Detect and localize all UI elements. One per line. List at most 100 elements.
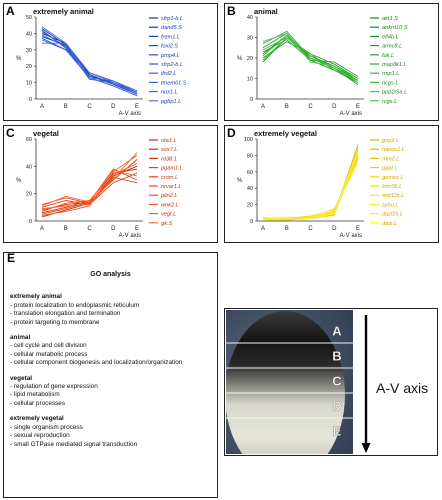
x-axis-label: A-V axis [340, 233, 362, 239]
y-tick-label: 60 [247, 170, 253, 176]
legend-entry: sfrp2-b.L [161, 62, 183, 68]
slice-label: E [333, 424, 342, 439]
go-section-heading: animal [10, 334, 31, 342]
go-term: - protein targeting to membrane [10, 318, 100, 326]
x-tick-label: B [64, 104, 68, 110]
legend-entry: pmp4.L [160, 53, 180, 59]
x-tick-label: A [40, 226, 44, 232]
legend-entry: crom.L [161, 175, 178, 181]
legend-entry: sybu.L [382, 202, 398, 208]
go-term: - translation elongation and termination [10, 310, 121, 318]
y-tick-label: 20 [247, 203, 253, 209]
x-axis-label: A-V axis [119, 111, 141, 117]
av-axis-label: A-V axis [376, 380, 428, 396]
go-sections: extremely animal - protein localization t… [10, 293, 211, 449]
legend-entry: pgat.L [381, 166, 398, 172]
series-line [41, 159, 138, 211]
go-term: - sexual reproduction [10, 432, 70, 440]
legend-entry: rd38.1 [161, 156, 177, 162]
chart-title: vegetal [33, 129, 59, 138]
legend-entry: wnk2.L [161, 202, 179, 208]
y-tick-label: 40 [26, 164, 32, 170]
series-line [262, 148, 359, 221]
go-term: - small GTPase mediated signal transduct… [10, 440, 138, 448]
legend-entry: ankrd10.S [382, 25, 408, 31]
arrow-head-icon [361, 443, 371, 453]
x-tick-label: E [135, 104, 139, 110]
go-term: - cellular component biogenesis and loca… [10, 359, 183, 367]
panel-label: B [227, 4, 236, 18]
legend-entry: fuk.L [382, 53, 394, 59]
go-term: - protein localization to endoplasmic re… [10, 301, 140, 309]
y-tick-label: 40 [26, 31, 32, 37]
legend-entry: nox1.L [161, 90, 178, 96]
x-tick-label: E [135, 226, 139, 232]
go-section-heading: extremely vegetal [10, 415, 64, 423]
legend-entry: pgam1.L [160, 166, 183, 172]
chart-title: extremely vegetal [254, 129, 317, 138]
panel-label: C [6, 126, 15, 140]
legend-entry: rcgs.L [382, 99, 397, 105]
legend-entry: nanos1.L [382, 147, 405, 153]
legend-entry: gk.S [161, 221, 172, 227]
x-tick-label: D [332, 226, 337, 232]
series-line [41, 31, 138, 93]
series-line [262, 34, 359, 81]
x-tick-label: E [356, 226, 360, 232]
panel-a [3, 3, 218, 121]
series-line [41, 163, 138, 212]
legend-entry: sox7.L [161, 147, 177, 153]
legend-entry: pgbp1.L [160, 99, 181, 105]
x-tick-label: B [285, 104, 289, 110]
panel-label: A [6, 4, 15, 18]
x-tick-label: A [261, 226, 265, 232]
legend-entry: ota1.L [161, 138, 177, 144]
series-line [41, 155, 138, 216]
series-line [262, 144, 359, 220]
chart-title: animal [254, 7, 278, 16]
y-tick-label: 100 [244, 137, 253, 143]
series-line [41, 26, 138, 97]
legend-entry: elf4b.L [382, 34, 399, 40]
go-section-heading: extremely animal [10, 293, 62, 301]
go-term: - cellular metabolic process [10, 350, 88, 358]
legend-entry: ppp2r5a.L [381, 90, 407, 96]
y-tick-label: 60 [26, 137, 32, 143]
panel-c [3, 125, 218, 243]
legend-entry: gemes.L [382, 175, 403, 181]
legend-entry: akt1.S [382, 16, 398, 22]
legend-entry: nrvar1.L [161, 184, 182, 190]
x-tick-label: C [87, 226, 92, 232]
x-tick-label: A [40, 104, 44, 110]
go-analysis-title: GO analysis [90, 271, 131, 278]
legend-entry: gnp2.L [382, 138, 399, 144]
legend-entry: plin2.L [160, 193, 177, 199]
legend-entry: wnt11b.L [382, 193, 404, 199]
slice-label: C [332, 374, 342, 389]
x-tick-label: D [111, 104, 116, 110]
series-line [41, 169, 138, 207]
x-tick-label: B [64, 226, 68, 232]
legend-entry: trim36.L [382, 184, 402, 190]
legend-entry: dand5.S [161, 25, 182, 31]
series-line [262, 163, 359, 221]
legend-entry: foxi2.S [161, 44, 178, 50]
y-tick-label: 0 [250, 97, 253, 103]
series-line [262, 36, 359, 81]
legend-entry: rnm2.L [382, 156, 399, 162]
x-tick-label: C [87, 104, 92, 110]
legend-entry: map3k1.L [382, 62, 407, 68]
chart-title: extremely animal [33, 7, 94, 16]
x-tick-label: B [285, 226, 289, 232]
go-term: - cellular processes [10, 399, 66, 407]
go-term: - single organism process [10, 423, 83, 431]
y-tick-label: 40 [247, 15, 253, 21]
y-axis-label: % [237, 56, 243, 62]
